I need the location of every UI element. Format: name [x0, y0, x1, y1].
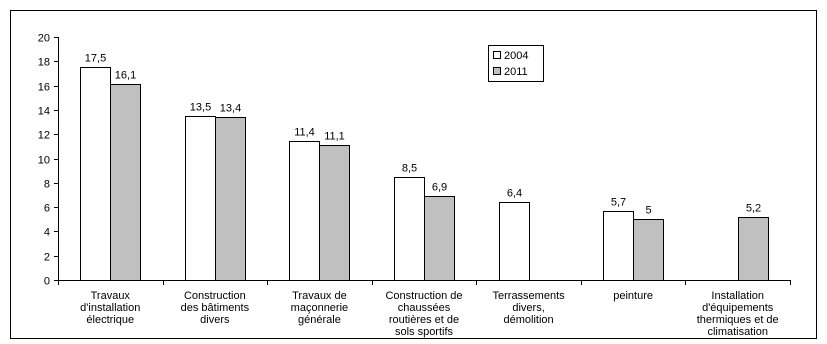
- bar-2011: [424, 196, 455, 281]
- y-tick-label: 10: [38, 155, 50, 167]
- bar-2011: [215, 117, 246, 281]
- chart-border: [10, 10, 817, 339]
- data-label: 5: [645, 205, 651, 217]
- bar-2011: [110, 84, 141, 281]
- bar-2004: [603, 211, 634, 281]
- legend-swatch: [493, 67, 501, 75]
- x-category-label: Travaux de maçonnerie générale: [291, 290, 348, 326]
- data-label: 17,5: [85, 53, 106, 65]
- bar-2004: [394, 177, 425, 281]
- legend-label: 2004: [504, 50, 528, 62]
- bar-2011: [738, 217, 769, 281]
- x-category-label: Terrassements divers, démolition: [493, 290, 566, 326]
- y-tick-label: 0: [44, 276, 50, 288]
- y-tick-label: 12: [38, 130, 50, 142]
- data-label: 5,2: [746, 203, 761, 215]
- y-tick-label: 14: [38, 106, 50, 118]
- data-label: 11,1: [324, 131, 345, 143]
- x-category-label: Construction des bâtiments divers: [181, 290, 250, 326]
- y-tick-label: 20: [38, 33, 50, 45]
- bar-2004: [80, 67, 111, 281]
- x-category-label: Travaux d'installation électrique: [80, 290, 140, 326]
- data-label: 6,9: [432, 182, 447, 194]
- bar-2011: [319, 145, 350, 281]
- y-tick-label: 2: [44, 252, 50, 264]
- x-category-label: peinture: [613, 290, 653, 302]
- bar-2004: [499, 202, 530, 281]
- x-axis: Travaux d'installation électrique Construct…: [58, 280, 791, 338]
- legend: 2004 2011: [488, 45, 544, 82]
- bars-group: [80, 67, 769, 281]
- x-category-label: Construction de chaussées routières et de s…: [385, 290, 462, 338]
- data-label: 13,4: [220, 103, 241, 115]
- data-labels-group: 17,5 13,5 11,4 8,5 6,4 5,7 16,1 13,4 11,1 6,9 5 5,2: [85, 53, 761, 217]
- data-label: 8,5: [402, 163, 417, 175]
- y-tick-label: 4: [44, 227, 50, 239]
- data-label: 5,7: [611, 197, 626, 209]
- bar-2004: [185, 116, 216, 281]
- data-label: 6,4: [507, 188, 522, 200]
- legend-label: 2011: [504, 66, 528, 78]
- bar-2004: [289, 141, 320, 281]
- y-tick-label: 16: [38, 82, 50, 94]
- data-label: 13,5: [190, 102, 211, 114]
- legend-box: [488, 45, 544, 82]
- y-tick-label: 8: [44, 179, 50, 191]
- legend-swatch: [493, 51, 501, 59]
- y-axis: 0 2 4 6 8 10 12 14 16 18 20: [38, 33, 59, 288]
- data-label: 16,1: [115, 70, 136, 82]
- y-tick-label: 6: [44, 203, 50, 215]
- y-tick-label: 18: [38, 57, 50, 69]
- bar-2011: [633, 219, 664, 281]
- x-category-label: Installation d'équipements thermiques et d…: [697, 290, 779, 338]
- data-label: 11,4: [294, 127, 315, 139]
